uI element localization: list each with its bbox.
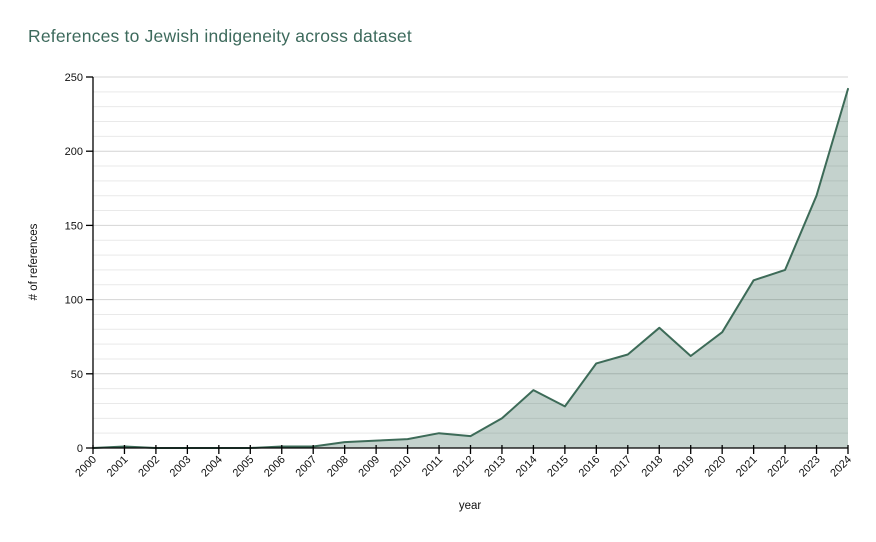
y-tick-label: 200 (65, 146, 83, 158)
x-tick-label: 2000 (73, 454, 99, 480)
series-layer (92, 87, 849, 449)
x-tick-label: 2020 (702, 454, 728, 480)
x-tick-label: 2019 (671, 454, 697, 480)
x-tick-label: 2013 (482, 454, 508, 480)
grid-layer (93, 76, 848, 434)
y-tick-label: 0 (77, 443, 83, 455)
y-axis-title: # of references (28, 223, 40, 300)
x-tick-label: 2010 (388, 454, 414, 480)
x-tick-label: 2006 (262, 454, 288, 480)
x-tick-label: 2002 (136, 454, 162, 480)
x-tick-label: 2012 (451, 454, 477, 480)
y-tick-label: 250 (65, 72, 83, 84)
area-fill (93, 88, 848, 449)
x-tick-label: 2022 (765, 454, 791, 480)
x-axis-title: year (459, 500, 482, 512)
chart-title: References to Jewish indigeneity across … (28, 26, 412, 46)
x-tick-label: 2015 (545, 454, 571, 480)
y-tick-label: 100 (65, 295, 83, 307)
y-tick-label: 50 (71, 369, 83, 381)
x-tick-label: 2024 (828, 454, 854, 480)
x-tick-label: 2004 (199, 454, 225, 480)
x-tick-label: 2001 (105, 454, 131, 480)
x-tick-label: 2007 (294, 454, 320, 480)
x-tick-label: 2023 (797, 454, 823, 480)
tick-layer (86, 76, 849, 454)
x-tick-label: 2005 (231, 454, 257, 480)
x-tick-label: 2003 (168, 454, 194, 480)
x-tick-label: 2008 (325, 454, 351, 480)
x-tick-label: 2011 (420, 454, 445, 479)
x-tick-label: 2016 (577, 454, 603, 480)
x-tick-label: 2018 (640, 454, 666, 480)
y-tick-label: 150 (65, 220, 83, 232)
x-tick-label: 2017 (608, 454, 634, 480)
x-tick-label: 2014 (514, 454, 540, 480)
x-tick-label: 2009 (356, 454, 382, 480)
x-tick-label: 2021 (734, 454, 760, 480)
